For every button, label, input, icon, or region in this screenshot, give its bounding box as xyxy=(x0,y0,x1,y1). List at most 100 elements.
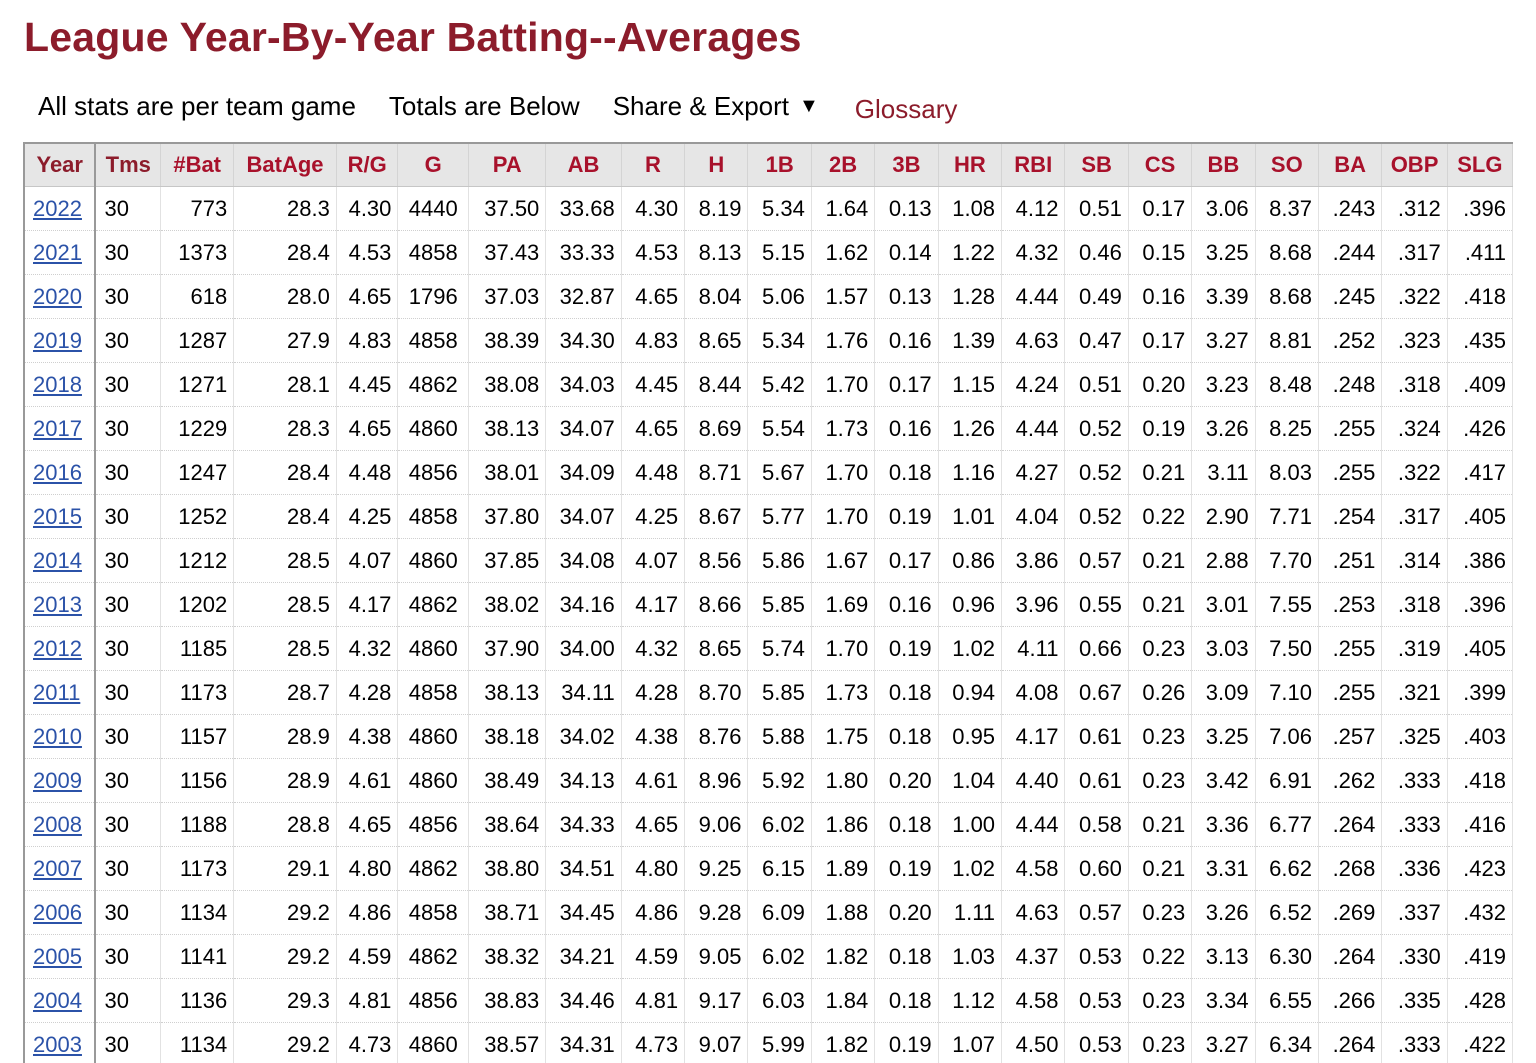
cell-pa: 37.90 xyxy=(468,626,547,671)
cell-h: 8.65 xyxy=(684,318,749,363)
cell-bb: 3.26 xyxy=(1191,406,1256,451)
year-link[interactable]: 2006 xyxy=(33,899,82,925)
cell-slg: .423 xyxy=(1447,846,1513,891)
cell-obp: .325 xyxy=(1381,714,1448,759)
cell-sb: 0.46 xyxy=(1064,230,1129,275)
cell-bb: 3.34 xyxy=(1191,978,1256,1023)
cell-rbi: 4.37 xyxy=(1001,934,1066,979)
cell-ab: 34.30 xyxy=(545,318,622,363)
cell-hr: 0.86 xyxy=(938,538,1003,583)
totals-below-link[interactable]: Totals are Below xyxy=(388,90,580,121)
cell-3b: 0.19 xyxy=(874,494,939,539)
column-header-cs[interactable]: CS xyxy=(1128,143,1193,187)
column-header-r[interactable]: R xyxy=(621,143,686,187)
year-link[interactable]: 2015 xyxy=(33,503,82,529)
cell-bb: 3.03 xyxy=(1191,626,1256,671)
cell-hr: 1.39 xyxy=(938,318,1003,363)
cell-tms: 30 xyxy=(95,538,162,583)
cell-ba: .269 xyxy=(1318,890,1383,935)
cell-obp: .318 xyxy=(1381,362,1448,407)
cell-2b: 1.82 xyxy=(811,934,876,979)
cell-bat: 1247 xyxy=(160,450,235,495)
year-link[interactable]: 2004 xyxy=(33,987,82,1013)
cell-r-g: 4.65 xyxy=(336,274,399,319)
column-header-ba[interactable]: BA xyxy=(1318,143,1383,187)
cell-pa: 38.32 xyxy=(468,934,547,979)
year-link[interactable]: 2013 xyxy=(33,591,82,617)
cell-obp: .324 xyxy=(1381,406,1448,451)
cell-slg: .416 xyxy=(1447,802,1513,847)
year-link[interactable]: 2016 xyxy=(33,459,82,485)
year-link[interactable]: 2017 xyxy=(33,415,82,441)
year-link[interactable]: 2014 xyxy=(33,547,82,573)
column-header-1b[interactable]: 1B xyxy=(747,143,812,187)
cell-tms: 30 xyxy=(95,450,162,495)
cell-ab: 32.87 xyxy=(545,274,622,319)
cell-ba: .254 xyxy=(1318,494,1383,539)
year-link[interactable]: 2007 xyxy=(33,855,82,881)
cell-3b: 0.19 xyxy=(874,1022,939,1063)
year-link[interactable]: 2018 xyxy=(33,371,82,397)
column-header-hr[interactable]: HR xyxy=(938,143,1003,187)
cell-g: 4858 xyxy=(397,670,470,715)
year-link[interactable]: 2022 xyxy=(33,195,82,221)
year-link[interactable]: 2010 xyxy=(33,723,82,749)
column-header-rbi[interactable]: RBI xyxy=(1001,143,1066,187)
cell-1b: 5.74 xyxy=(747,626,812,671)
column-header-r-g[interactable]: R/G xyxy=(336,143,399,187)
cell-bat: 1271 xyxy=(160,362,235,407)
column-header-obp[interactable]: OBP xyxy=(1381,143,1448,187)
cell-h: 8.66 xyxy=(684,582,749,627)
column-header-tms[interactable]: Tms xyxy=(95,143,162,187)
column-header-3b[interactable]: 3B xyxy=(874,143,939,187)
column-header-so[interactable]: SO xyxy=(1255,143,1320,187)
year-link[interactable]: 2008 xyxy=(33,811,82,837)
cell-r: 4.83 xyxy=(621,318,686,363)
year-link[interactable]: 2011 xyxy=(33,679,81,705)
column-header-bat[interactable]: #Bat xyxy=(160,143,235,187)
year-link[interactable]: 2003 xyxy=(33,1031,82,1057)
cell-1b: 5.34 xyxy=(747,186,812,231)
cell-slg: .409 xyxy=(1447,362,1513,407)
cell-ba: .266 xyxy=(1318,978,1383,1023)
year-link[interactable]: 2012 xyxy=(33,635,82,661)
batting-table-container[interactable]: Year Tms #Bat BatAge R/G G PA AB R H 1B 2B 3B HR RBI SB… xyxy=(23,142,1513,1063)
column-header-ab[interactable]: AB xyxy=(545,143,622,187)
cell-rbi: 4.27 xyxy=(1001,450,1066,495)
cell-h: 8.65 xyxy=(684,626,749,671)
year-link[interactable]: 2021 xyxy=(33,239,82,265)
cell-tms: 30 xyxy=(95,230,162,275)
year-cell: 2007 xyxy=(23,846,97,891)
column-header-pa[interactable]: PA xyxy=(468,143,547,187)
cell-batage: 28.5 xyxy=(233,626,337,671)
cell-1b: 5.86 xyxy=(747,538,812,583)
cell-obp: .319 xyxy=(1381,626,1448,671)
cell-rbi: 4.11 xyxy=(1001,626,1066,671)
cell-sb: 0.58 xyxy=(1064,802,1129,847)
year-cell: 2006 xyxy=(23,890,97,935)
cell-rbi: 4.12 xyxy=(1001,186,1066,231)
year-link[interactable]: 2009 xyxy=(33,767,82,793)
column-header-g[interactable]: G xyxy=(397,143,470,187)
cell-g: 4858 xyxy=(397,318,470,363)
cell-slg: .426 xyxy=(1447,406,1513,451)
glossary-link[interactable]: Glossary xyxy=(854,93,958,124)
column-header-batage[interactable]: BatAge xyxy=(233,143,337,187)
column-header-h[interactable]: H xyxy=(684,143,749,187)
cell-h: 9.05 xyxy=(684,934,749,979)
column-header-bb[interactable]: BB xyxy=(1191,143,1256,187)
cell-sb: 0.49 xyxy=(1064,274,1129,319)
cell-3b: 0.17 xyxy=(874,362,939,407)
year-link[interactable]: 2020 xyxy=(33,283,82,309)
cell-3b: 0.17 xyxy=(874,538,939,583)
column-header-slg[interactable]: SLG xyxy=(1447,143,1513,187)
cell-batage: 29.1 xyxy=(233,846,337,891)
cell-ba: .264 xyxy=(1318,802,1383,847)
column-header-2b[interactable]: 2B xyxy=(811,143,876,187)
year-link[interactable]: 2019 xyxy=(33,327,82,353)
cell-hr: 1.28 xyxy=(938,274,1003,319)
column-header-year[interactable]: Year xyxy=(23,143,97,187)
year-link[interactable]: 2005 xyxy=(33,943,82,969)
column-header-sb[interactable]: SB xyxy=(1064,143,1129,187)
share-export-menu[interactable]: Share & Export ▼ xyxy=(613,91,819,122)
